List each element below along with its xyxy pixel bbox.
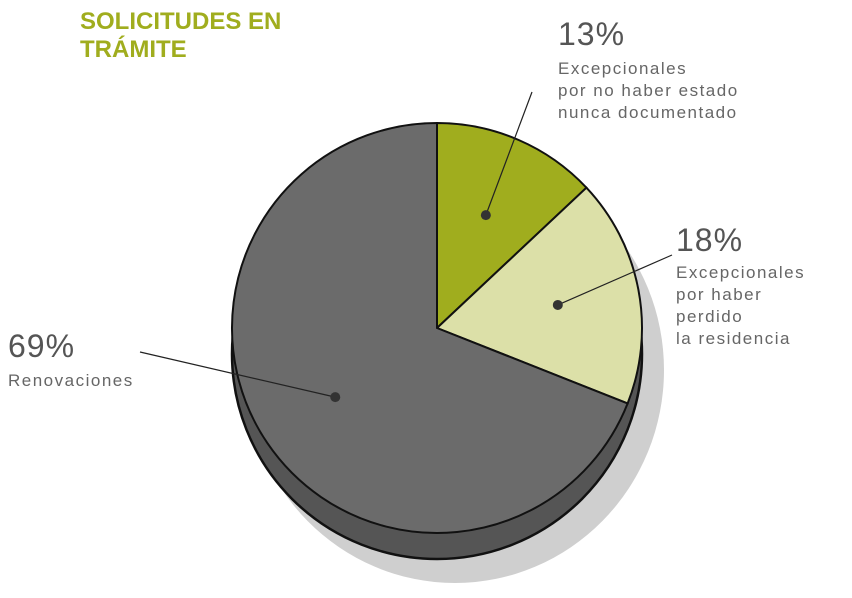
leader-dot: [552, 299, 563, 310]
category-label: Excepcionales por haber perdido la resid…: [676, 263, 806, 348]
leader-line: [485, 91, 533, 216]
category-label: Excepcionales por no haber estado nunca …: [558, 59, 739, 122]
leader-dot: [480, 210, 491, 221]
value-label: 69%: [8, 328, 76, 364]
pie-slice: [436, 121, 588, 331]
leader-dot: [330, 392, 341, 403]
pie-slice: [435, 186, 643, 405]
pie-slice: [231, 121, 629, 534]
value-label: 18%: [676, 222, 744, 258]
category-label: Renovaciones: [8, 371, 134, 390]
chart-title: SOLICITUDES EN TRÁMITE: [80, 8, 282, 63]
leader-line: [557, 254, 673, 306]
value-label: 13%: [558, 16, 626, 52]
leader-line: [139, 351, 336, 398]
